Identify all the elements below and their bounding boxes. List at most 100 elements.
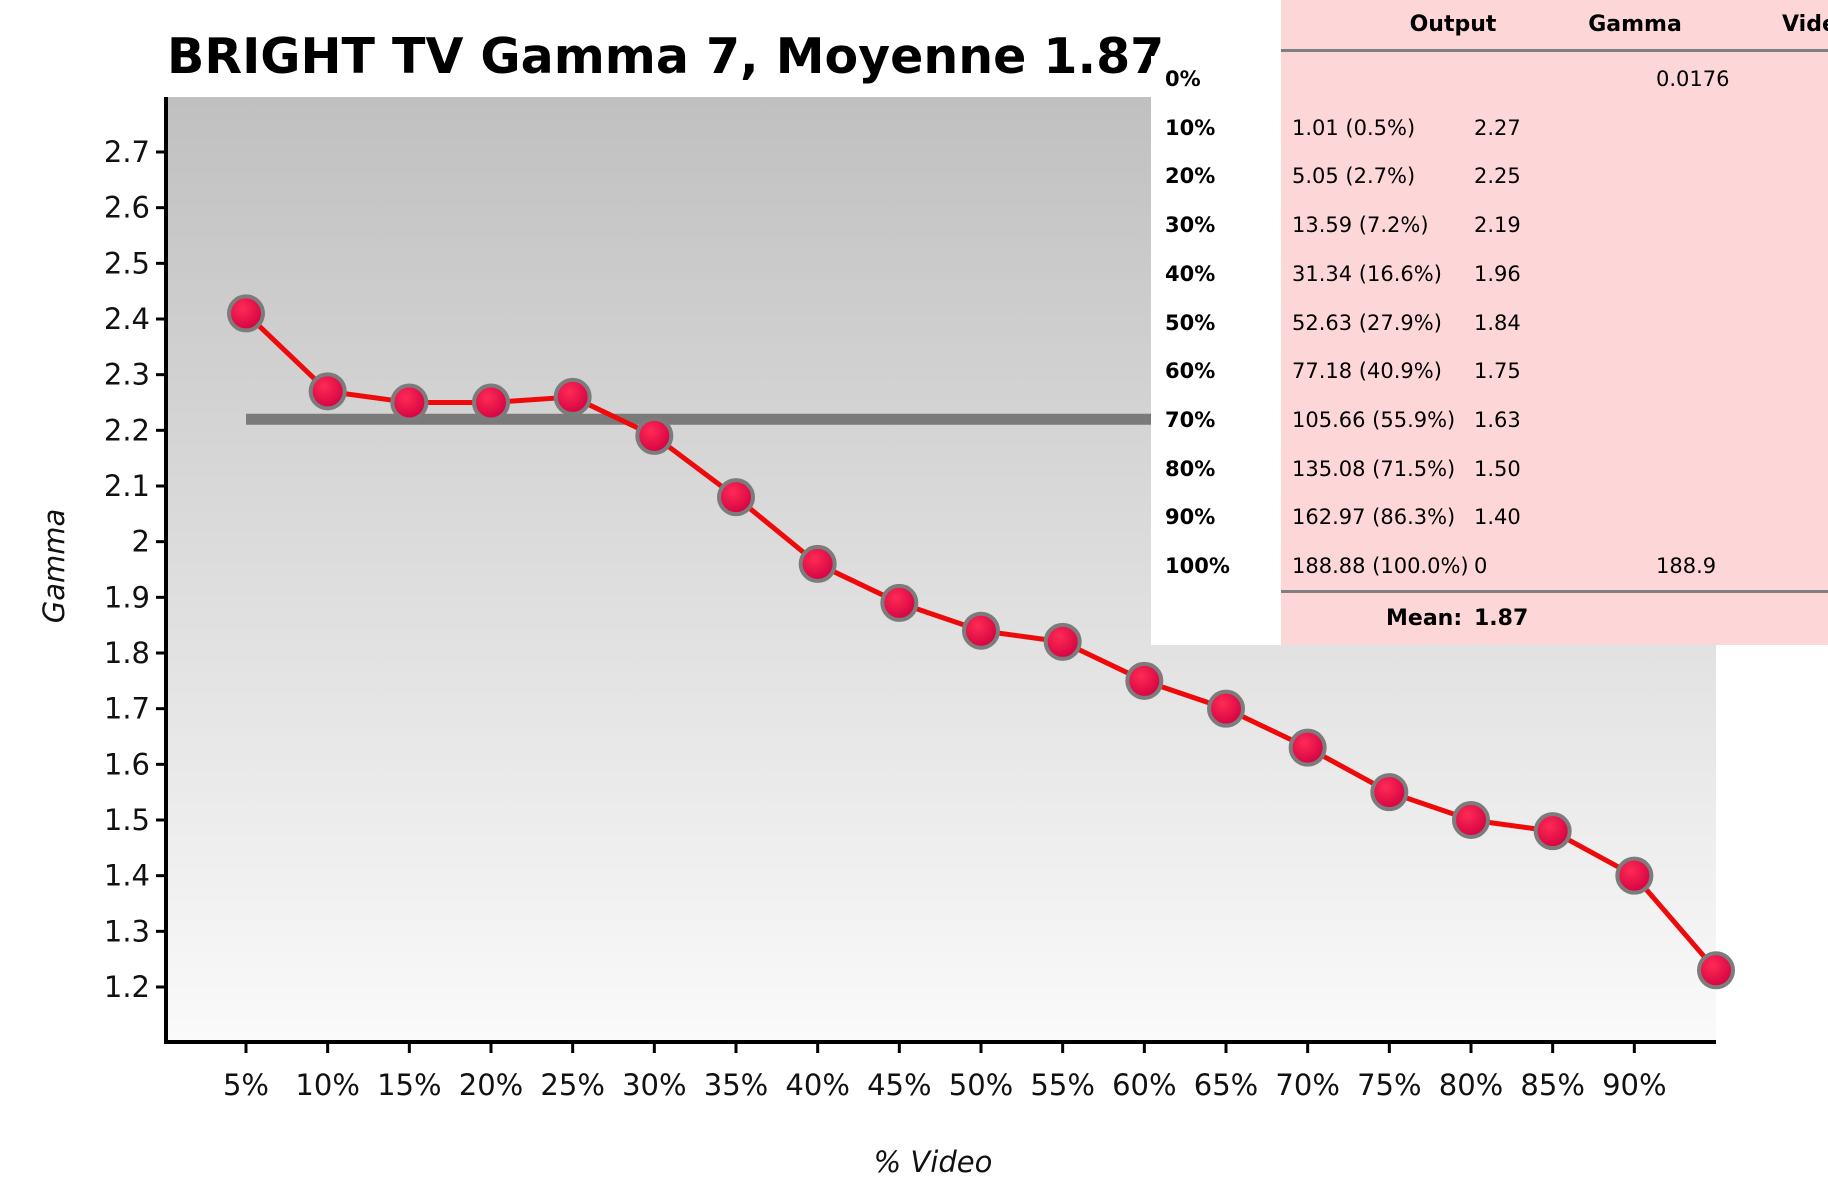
x-tick-label: 90% bbox=[1602, 1068, 1666, 1102]
y-tick-label: 1.9 bbox=[104, 580, 150, 614]
chart-title: BRIGHT TV Gamma 7, Moyenne 1.87 bbox=[167, 28, 1164, 85]
x-tick-label: 75% bbox=[1357, 1068, 1421, 1102]
row-gamma: 1.84 bbox=[1474, 310, 1521, 335]
x-tick-label: 40% bbox=[785, 1068, 849, 1102]
row-label: 60% bbox=[1165, 359, 1216, 384]
row-label: 30% bbox=[1165, 213, 1216, 238]
data-point bbox=[472, 383, 510, 422]
data-point bbox=[880, 583, 919, 622]
x-tick-label: 45% bbox=[867, 1068, 931, 1102]
data-point bbox=[1533, 812, 1572, 851]
y-tick-label: 2 bbox=[132, 525, 150, 559]
row-gamma: 1.50 bbox=[1474, 456, 1521, 481]
x-tick-label: 20% bbox=[459, 1068, 523, 1102]
row-label: 50% bbox=[1165, 310, 1216, 335]
data-point bbox=[1697, 951, 1735, 990]
y-tick-label: 2.7 bbox=[104, 135, 150, 169]
row-label: 10% bbox=[1165, 115, 1216, 140]
data-table: Output Gamma Video 0% 0.0176 10% 1.01 (0.5%… bbox=[1151, 0, 1828, 645]
header-output: Output bbox=[1409, 12, 1497, 37]
row-label: 40% bbox=[1165, 261, 1216, 286]
table-row: 0% 0.0176 bbox=[1151, 67, 1828, 115]
y-tick-label: 1.6 bbox=[104, 747, 150, 781]
row-label: 0% bbox=[1165, 67, 1201, 91]
row-label: 70% bbox=[1165, 407, 1216, 432]
x-tick-label: 15% bbox=[377, 1068, 441, 1102]
y-tick-label: 2.1 bbox=[104, 469, 150, 503]
x-tick-label: 5% bbox=[223, 1068, 269, 1102]
table-pink-background bbox=[1281, 0, 1828, 645]
table-row: 40% 31.34 (16.6%) 1.96 bbox=[1151, 262, 1828, 310]
y-tick-label: 1.3 bbox=[104, 914, 150, 948]
x-tick-label: 55% bbox=[1030, 1068, 1094, 1102]
mean-value: 1.87 bbox=[1474, 606, 1529, 631]
table-row: 90% 162.97 (86.3%) 1.40 bbox=[1151, 505, 1828, 553]
row-label: 20% bbox=[1165, 164, 1216, 189]
data-point bbox=[1207, 689, 1245, 728]
y-tick-label: 1.7 bbox=[104, 692, 150, 726]
row-label: 90% bbox=[1165, 505, 1216, 530]
data-point bbox=[308, 372, 347, 411]
row-gamma: 1.75 bbox=[1474, 359, 1521, 384]
x-tick-label: 70% bbox=[1275, 1068, 1339, 1102]
row-gamma: 1.63 bbox=[1474, 407, 1521, 432]
row-gamma: 2.27 bbox=[1474, 115, 1521, 140]
x-axis-label: % Video bbox=[874, 1145, 993, 1179]
data-point bbox=[1043, 622, 1082, 661]
data-point bbox=[1615, 856, 1654, 895]
row-gamma: 2.25 bbox=[1474, 164, 1521, 189]
data-point bbox=[553, 377, 592, 416]
data-point bbox=[717, 478, 755, 517]
x-tick-label: 30% bbox=[622, 1068, 686, 1102]
table-row: 60% 77.18 (40.9%) 1.75 bbox=[1151, 359, 1828, 407]
row-gamma: 0 bbox=[1474, 554, 1488, 578]
x-tick-label: 80% bbox=[1439, 1068, 1503, 1102]
row-output: 135.08 (71.5%) bbox=[1292, 456, 1456, 481]
data-point bbox=[1125, 661, 1164, 700]
x-ticks: 5% 10% 15% 20% 25% 30% 35% 40% 45% 50% 55% 60% 65% 70… bbox=[223, 1042, 1667, 1102]
row-gamma: 1.96 bbox=[1474, 261, 1521, 286]
table-label-column-bg bbox=[1151, 56, 1281, 645]
row-output: 13.59 (7.2%) bbox=[1292, 213, 1429, 238]
table-row: 70% 105.66 (55.9%) 1.63 bbox=[1151, 408, 1828, 456]
table-row: 80% 135.08 (71.5%) 1.50 bbox=[1151, 457, 1828, 505]
y-tick-label: 2.2 bbox=[104, 413, 150, 447]
x-tick-label: 10% bbox=[295, 1068, 359, 1102]
y-tick-label: 2.6 bbox=[104, 191, 150, 225]
y-tick-label: 2.4 bbox=[104, 302, 150, 336]
y-tick-label: 1.5 bbox=[104, 803, 150, 837]
x-tick-label: 50% bbox=[949, 1068, 1013, 1102]
row-output: 52.63 (27.9%) bbox=[1292, 310, 1442, 335]
y-tick-label: 1.2 bbox=[104, 970, 150, 1004]
row-output: 31.34 (16.6%) bbox=[1292, 261, 1442, 286]
table-row: 20% 5.05 (2.7%) 2.25 bbox=[1151, 164, 1828, 212]
data-point bbox=[227, 294, 265, 333]
data-point bbox=[962, 611, 1000, 650]
table-row: 100% 188.88 (100.0%) 0 188.9 bbox=[1151, 554, 1828, 602]
x-tick-label: 65% bbox=[1194, 1068, 1258, 1102]
row-label: 80% bbox=[1165, 456, 1216, 481]
header-video: Video bbox=[1782, 12, 1828, 37]
table-footer-rule bbox=[1281, 590, 1828, 593]
x-tick-label: 35% bbox=[704, 1068, 768, 1102]
data-point bbox=[1288, 728, 1327, 767]
y-ticks: 1.2 1.3 1.4 1.5 1.6 1.7 1.8 1.9 2 2.1 2.2 2.3 2.4 2.5… bbox=[104, 135, 166, 1004]
row-output: 188.88 (100.0%) bbox=[1292, 554, 1469, 578]
data-point bbox=[798, 544, 837, 583]
data-point bbox=[1370, 773, 1409, 812]
y-axis-label: Gamma bbox=[37, 509, 71, 624]
header-gamma: Gamma bbox=[1588, 12, 1682, 37]
row-output: 5.05 (2.7%) bbox=[1292, 164, 1416, 189]
row-output: 105.66 (55.9%) bbox=[1292, 407, 1456, 432]
row-gamma: 1.40 bbox=[1474, 505, 1521, 530]
table-row: 50% 52.63 (27.9%) 1.84 bbox=[1151, 311, 1828, 359]
row-output: 162.97 (86.3%) bbox=[1292, 505, 1456, 530]
row-output: 77.18 (40.9%) bbox=[1292, 359, 1442, 384]
row-video: 0.0176 bbox=[1656, 67, 1730, 91]
data-point bbox=[635, 416, 674, 455]
table-header-rule bbox=[1281, 49, 1828, 52]
x-tick-label: 85% bbox=[1520, 1068, 1584, 1102]
y-tick-label: 2.5 bbox=[104, 246, 150, 280]
y-tick-label: 1.8 bbox=[104, 636, 150, 670]
x-tick-label: 60% bbox=[1112, 1068, 1176, 1102]
